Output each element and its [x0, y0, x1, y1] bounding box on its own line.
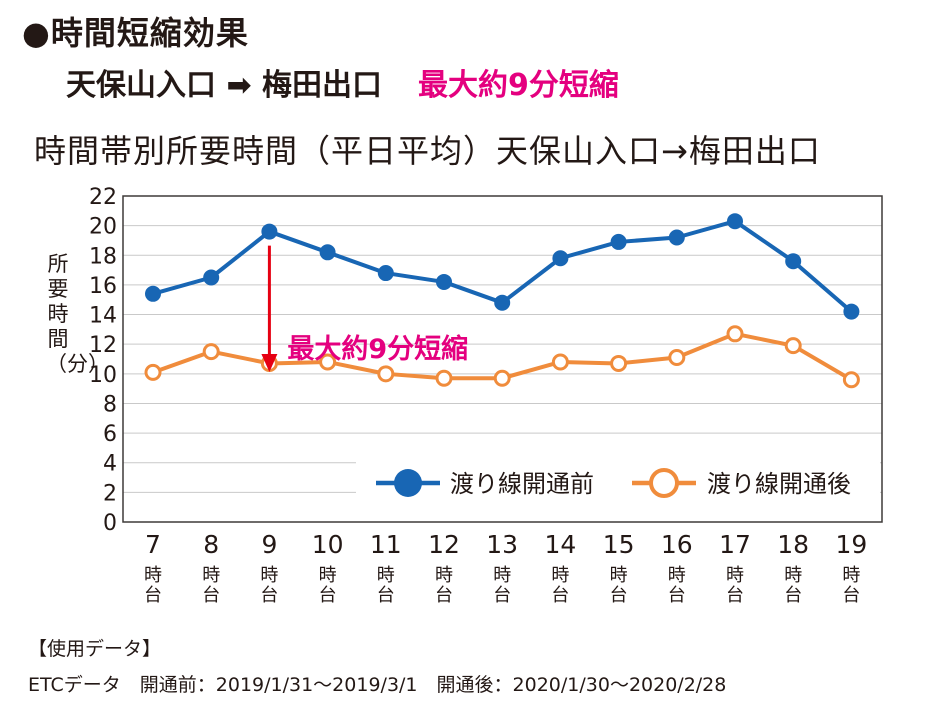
x-tick-suffix: 台: [784, 585, 802, 606]
legend-box: [356, 462, 880, 520]
y-tick-label: 10: [89, 363, 117, 388]
data-point: [785, 253, 802, 270]
x-tick-label: 10: [312, 530, 344, 559]
section-title: ●時間短縮効果: [22, 14, 249, 52]
x-tick-suffix: 台: [668, 585, 686, 606]
x-tick-label: 13: [486, 530, 518, 559]
data-point: [202, 343, 220, 361]
x-tick-label: 14: [544, 530, 576, 559]
x-tick-suffix: 台: [493, 585, 511, 606]
x-tick-suffix: 台: [144, 585, 162, 606]
chart-title: 時間帯別所要時間（平日平均）天保山入口→梅田出口: [34, 132, 821, 170]
x-tick-label: 16: [661, 530, 693, 559]
x-tick-suffix: 時: [377, 565, 395, 586]
legend-marker: [394, 469, 422, 497]
data-point: [145, 285, 161, 302]
x-tick-label: 12: [428, 530, 460, 559]
x-tick-suffix: 時: [144, 565, 162, 586]
y-tick-label: 18: [89, 244, 117, 269]
x-tick-label: 17: [719, 530, 751, 559]
annotation-label: 最大約9分短縮: [287, 333, 468, 365]
y-tick-label: 8: [103, 392, 117, 417]
legend-marker: [649, 468, 679, 498]
highlight-label: 最大約9分短縮: [418, 68, 619, 103]
y-tick-label: 2: [103, 481, 117, 506]
data-point: [435, 369, 453, 387]
data-point: [552, 250, 569, 267]
x-tick-label: 11: [370, 530, 402, 559]
x-tick-label: 9: [261, 530, 277, 559]
x-tick-suffix: 台: [610, 585, 628, 606]
data-point: [319, 353, 337, 371]
x-tick-suffix: 時: [784, 565, 802, 586]
x-tick-suffix: 時: [202, 565, 220, 586]
x-tick-suffix: 台: [435, 585, 453, 606]
data-point: [668, 229, 685, 246]
x-tick-suffix: 台: [551, 585, 569, 606]
data-point: [668, 349, 686, 367]
x-tick-suffix: 時: [610, 565, 628, 586]
legend-label: 渡り線開通前: [450, 470, 594, 498]
x-tick-suffix: 台: [319, 585, 337, 606]
x-tick-label: 18: [777, 530, 809, 559]
annotation-arrowhead: [261, 354, 278, 373]
data-point: [377, 265, 394, 282]
y-tick-label: 20: [89, 215, 117, 240]
x-tick-suffix: 台: [260, 585, 278, 606]
y-tick-label: 22: [89, 185, 117, 210]
x-tick-suffix: 時: [551, 565, 569, 586]
legend-label: 渡り線開通後: [707, 470, 851, 498]
x-tick-suffix: 時: [493, 565, 511, 586]
plot-frame: [122, 195, 883, 523]
x-tick-suffix: 時: [842, 565, 860, 586]
y-tick-label: 0: [103, 511, 117, 536]
x-tick-suffix: 時: [319, 565, 337, 586]
y-tick-label: 16: [89, 274, 117, 299]
data-point: [494, 294, 511, 311]
y-axis-label: 所要時間（分）: [46, 252, 109, 376]
data-point: [610, 354, 628, 372]
data-point: [144, 363, 162, 381]
y-tick-label: 12: [89, 333, 117, 358]
data-point: [203, 269, 220, 286]
data-point: [727, 213, 743, 230]
data-point: [843, 303, 860, 320]
x-tick-suffix: 台: [202, 585, 220, 606]
x-tick-label: 15: [603, 530, 635, 559]
data-point: [726, 325, 744, 343]
x-tick-suffix: 時: [668, 565, 686, 586]
data-point: [610, 233, 627, 250]
data-point: [319, 244, 336, 261]
x-tick-suffix: 時: [260, 565, 278, 586]
usage-heading: 【使用データ】: [28, 638, 162, 660]
route-line: 天保山入口 ➡ 梅田出口 最大約9分短縮: [66, 60, 619, 104]
x-tick-suffix: 時: [726, 565, 744, 586]
x-tick-label: 19: [835, 530, 867, 559]
x-tick-suffix: 時: [435, 565, 453, 586]
x-tick-label: 8: [203, 530, 219, 559]
data-point: [784, 337, 802, 355]
usage-text: ETCデータ 開通前：2019/1/31〜2019/3/1 開通後：2020/1…: [28, 674, 727, 696]
data-point: [436, 273, 452, 290]
x-tick-suffix: 台: [726, 585, 744, 606]
y-tick-label: 14: [89, 304, 117, 329]
y-tick-label: 6: [103, 422, 117, 447]
data-point: [493, 369, 511, 387]
x-tick-label: 7: [145, 530, 161, 559]
data-point: [261, 223, 278, 240]
x-tick-suffix: 台: [377, 585, 395, 606]
x-tick-suffix: 台: [842, 585, 860, 606]
data-point: [377, 365, 395, 383]
y-tick-label: 4: [103, 452, 117, 477]
data-point: [551, 353, 569, 371]
route-label: 天保山入口 ➡ 梅田出口: [66, 68, 383, 103]
data-point: [842, 371, 860, 389]
